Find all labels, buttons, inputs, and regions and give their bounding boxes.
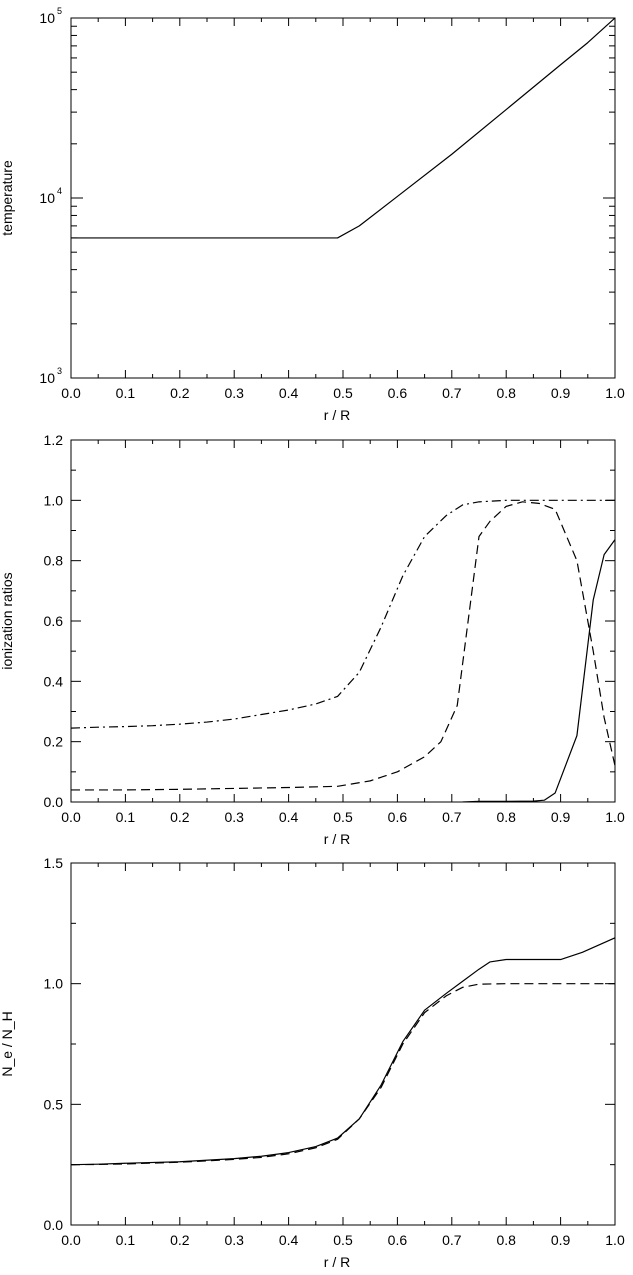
- x-tick-label: 0.3: [224, 1232, 244, 1248]
- x-tick-label: 0.0: [61, 809, 81, 825]
- y-tick-label: 10: [39, 370, 55, 386]
- y-axis-title: temperature: [0, 160, 15, 236]
- y-tick-label: 0.0: [44, 1217, 64, 1233]
- plot-frame: [70, 439, 616, 803]
- x-tick-label: 0.5: [333, 1232, 353, 1248]
- y-tick-label: 1.0: [44, 492, 64, 508]
- series-line-1-dashdot: [71, 499, 615, 729]
- y-tick-label: 1.5: [44, 855, 64, 871]
- x-tick-label: 1.0: [605, 1232, 625, 1248]
- chart-panel-2: 0.0 0.1 0.2 0.3 0.4 0.5 0.6 0.7 0.8 0.9 1.0 0.0 0.2 0…: [0, 432, 625, 847]
- series-line-1-solid: [71, 937, 615, 1166]
- x-tick-label: 1.0: [605, 385, 625, 401]
- x-tick-label: 0.4: [279, 809, 299, 825]
- y-tick-exponent: 3: [57, 366, 62, 376]
- x-tick-label: 0.9: [551, 809, 571, 825]
- x-tick-label: 0.6: [388, 1232, 408, 1248]
- chart-panel-3: 0.0 0.1 0.2 0.3 0.4 0.5 0.6 0.7 0.8 0.9 1.0 0.0 0.5 1…: [0, 855, 625, 1270]
- x-axis-title: r / R: [324, 407, 350, 423]
- x-tick-label: 0.2: [170, 1232, 190, 1248]
- y-axis-title: N_e / N_H: [0, 1011, 15, 1076]
- series-line-2-dashed: [71, 501, 615, 791]
- x-tick-label: 0.3: [224, 385, 244, 401]
- x-tick-label: 0.2: [170, 809, 190, 825]
- x-tick-label: 0.8: [496, 385, 516, 401]
- y-tick-label: 0.4: [44, 673, 64, 689]
- x-tick-label: 0.7: [442, 1232, 462, 1248]
- series-line-2-dashed: [71, 983, 615, 1166]
- x-tick-label: 0.9: [551, 1232, 571, 1248]
- series-line-3-solid: [462, 539, 615, 802]
- x-tick-label: 0.0: [61, 1232, 81, 1248]
- x-tick-label: 0.3: [224, 809, 244, 825]
- x-tick-label: 0.6: [388, 385, 408, 401]
- x-axis-title: r / R: [324, 1254, 350, 1270]
- y-tick-exponent: 4: [57, 186, 62, 196]
- chart-panel-1: 0.0 0.1 0.2 0.3 0.4 0.5 0.6 0.7 0.8 0.9 1.010 310 41…: [0, 6, 625, 423]
- x-tick-label: 0.2: [170, 385, 190, 401]
- series-line-1-solid: [71, 18, 615, 239]
- x-tick-label: 0.6: [388, 809, 408, 825]
- y-axis-title: ionization ratios: [0, 572, 15, 669]
- y-tick-label: 1.2: [44, 432, 64, 448]
- x-tick-label: 0.5: [333, 385, 353, 401]
- x-tick-label: 0.8: [496, 1232, 516, 1248]
- y-tick-label: 10: [39, 10, 55, 26]
- x-tick-label: 0.9: [551, 385, 571, 401]
- plot-frame: [70, 17, 616, 379]
- y-tick-label: 1.0: [44, 976, 64, 992]
- y-tick-label: 0.2: [44, 734, 64, 750]
- y-tick-label: 0.8: [44, 553, 64, 569]
- plot-frame: [70, 862, 616, 1226]
- x-tick-label: 0.1: [116, 809, 136, 825]
- x-tick-label: 0.4: [279, 1232, 299, 1248]
- x-tick-label: 0.0: [61, 385, 81, 401]
- x-tick-label: 0.1: [116, 1232, 136, 1248]
- x-tick-label: 0.7: [442, 809, 462, 825]
- x-tick-label: 0.1: [116, 385, 136, 401]
- x-tick-label: 0.7: [442, 385, 462, 401]
- x-tick-label: 0.5: [333, 809, 353, 825]
- x-axis-title: r / R: [324, 831, 350, 847]
- y-tick-exponent: 5: [57, 6, 62, 16]
- y-tick-label: 0.6: [44, 613, 64, 629]
- x-tick-label: 0.8: [496, 809, 516, 825]
- y-tick-label: 0.0: [44, 794, 64, 810]
- x-tick-label: 1.0: [605, 809, 625, 825]
- y-tick-label: 10: [39, 190, 55, 206]
- x-tick-label: 0.4: [279, 385, 299, 401]
- y-tick-label: 0.5: [44, 1096, 64, 1112]
